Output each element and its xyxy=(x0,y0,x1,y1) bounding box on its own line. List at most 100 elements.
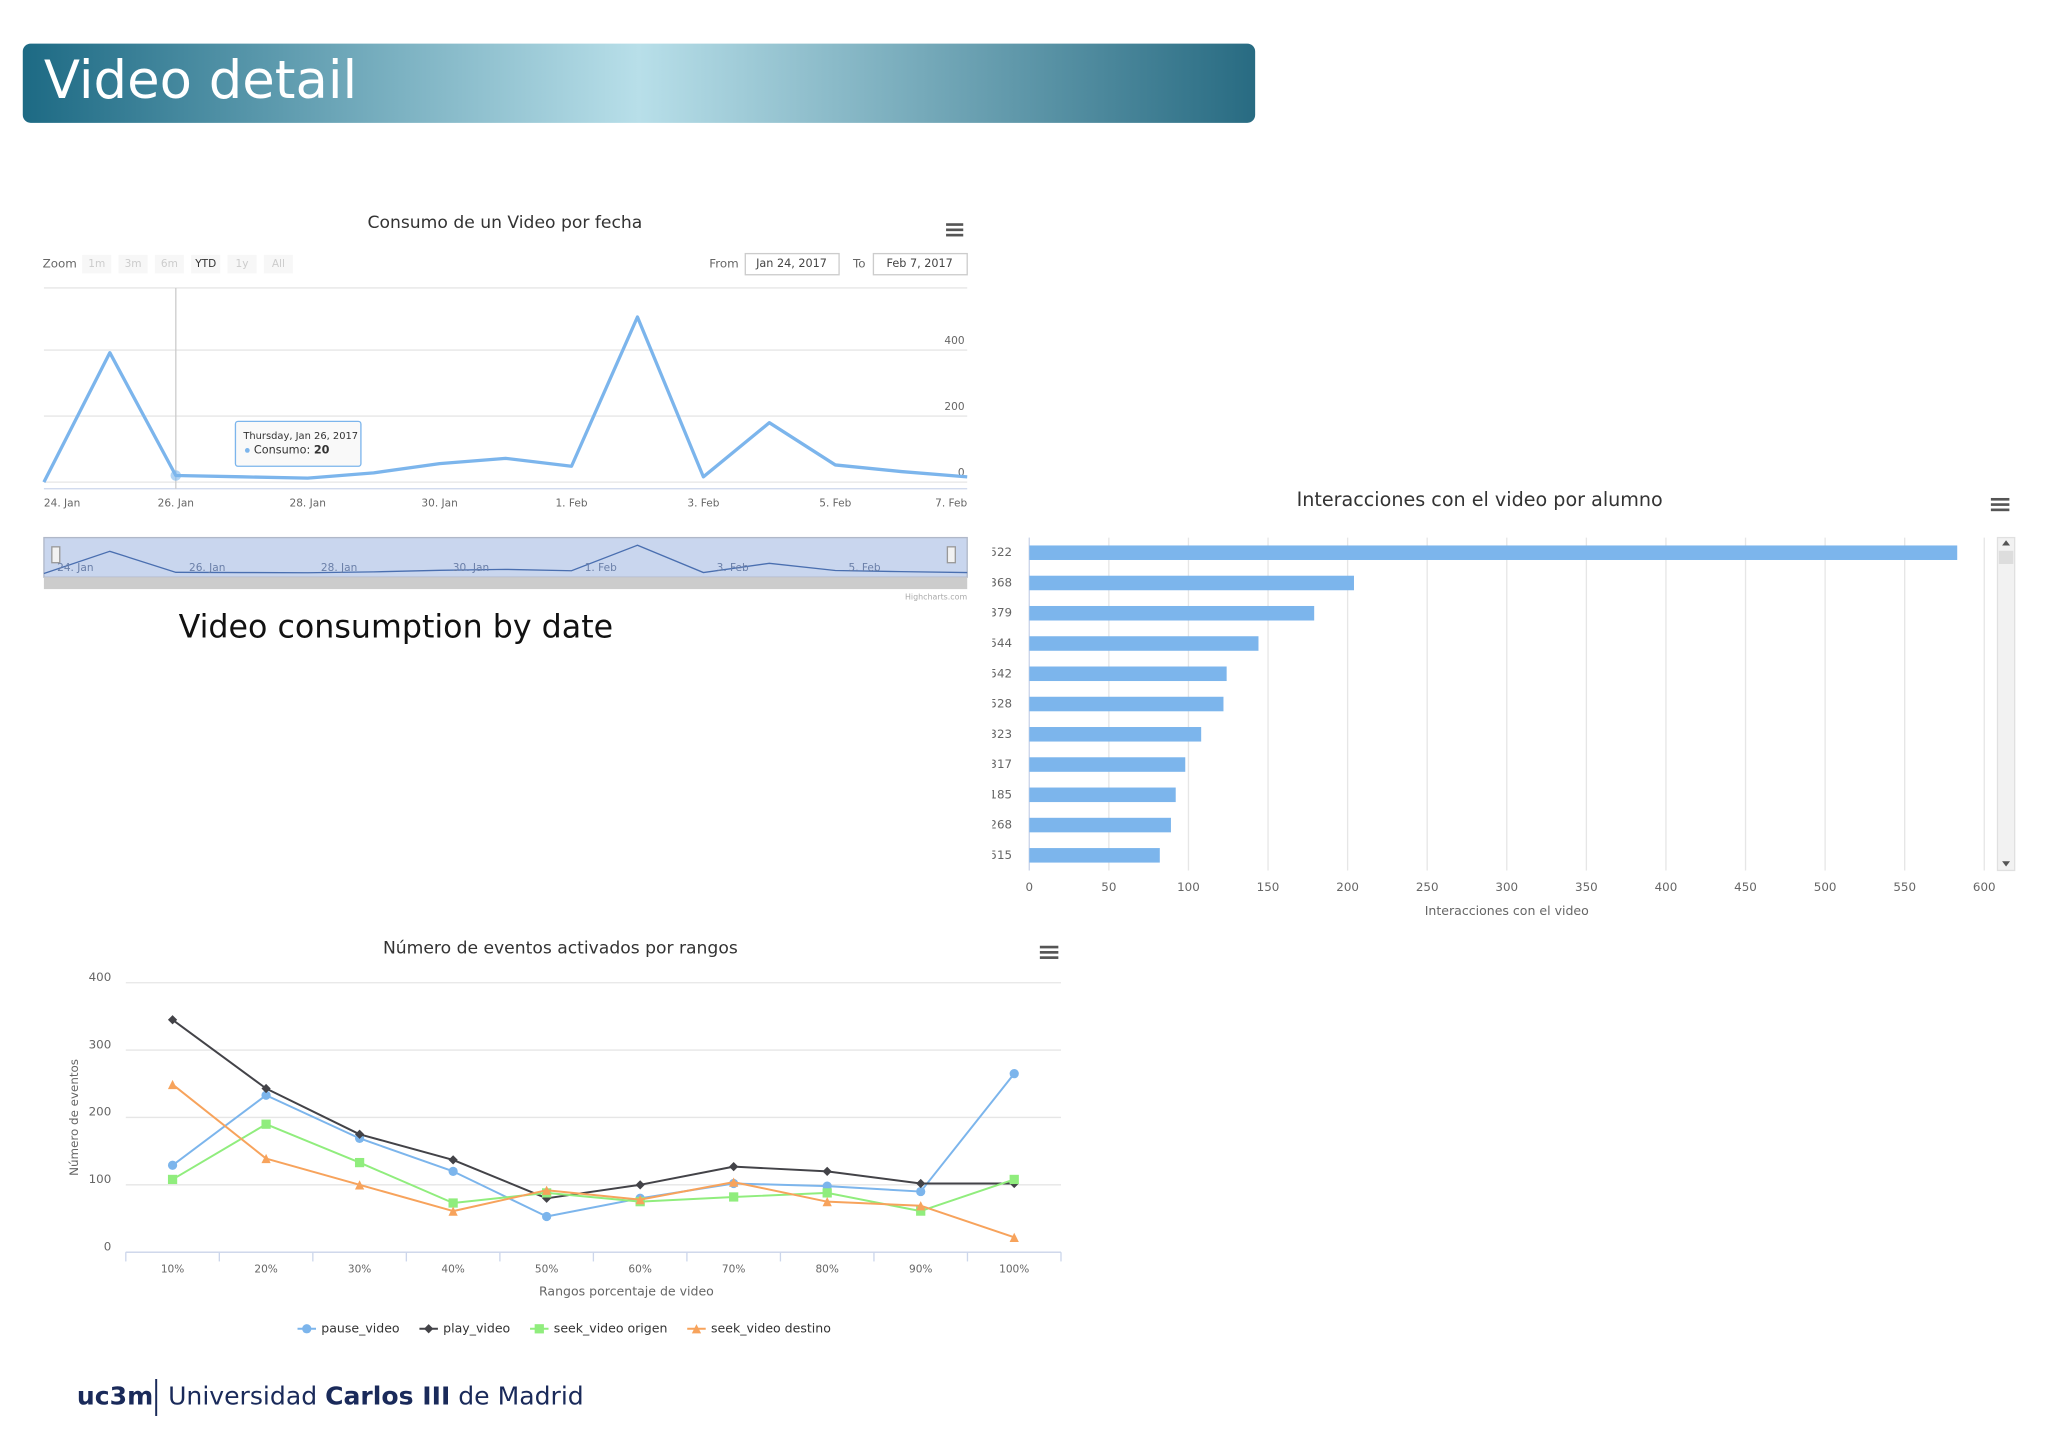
x-tick-label: 24. Jan xyxy=(44,497,80,509)
navigator-line xyxy=(43,544,968,575)
x-tick-label: 1. Feb xyxy=(555,497,587,509)
zoom-label: Zoom xyxy=(43,257,77,271)
tooltip-line: Consumo: 20 xyxy=(254,443,330,456)
tooltip-dot xyxy=(244,448,250,453)
zoom-button-label: 1y xyxy=(236,258,249,270)
bar xyxy=(1029,605,1315,621)
x-tick-label: 600 xyxy=(1973,880,1996,894)
chart-title: Número de eventos activados por rangos xyxy=(383,938,738,958)
x-tick-label: 5. Feb xyxy=(819,497,851,509)
bar xyxy=(1029,575,1354,591)
bar xyxy=(1029,666,1227,682)
bar xyxy=(1029,696,1224,712)
scroll-arrow[interactable] xyxy=(2002,540,2011,546)
point xyxy=(261,1090,271,1100)
range-from-label: From xyxy=(709,257,738,271)
y-tick-label: 0 xyxy=(104,1239,112,1253)
y-tick-label: 522 xyxy=(989,545,1012,559)
y-tick-label: 200 xyxy=(944,401,964,413)
point xyxy=(261,1119,271,1129)
navigator-bg xyxy=(43,536,968,578)
range-to-input[interactable] xyxy=(872,252,968,276)
x-tick-label: 150 xyxy=(1257,880,1280,894)
y-tick-label: 368 xyxy=(989,575,1012,589)
navigator-label: 5. Feb xyxy=(849,562,881,574)
bar xyxy=(1029,757,1186,772)
zoom-button-label: YTD xyxy=(194,258,216,270)
x-tick-label: 60% xyxy=(628,1263,651,1275)
legend-label[interactable]: pause_video xyxy=(321,1320,399,1335)
point xyxy=(167,1160,178,1170)
y-tick-label: 185 xyxy=(989,787,1012,801)
x-axis-title: Rangos porcentaje de video xyxy=(539,1283,714,1298)
point xyxy=(916,1201,926,1211)
point xyxy=(916,1206,926,1216)
zoom-button[interactable] xyxy=(263,254,293,274)
bar xyxy=(1029,848,1160,863)
hover-point xyxy=(170,470,182,481)
range-from-input[interactable] xyxy=(744,252,840,276)
zoom-button[interactable] xyxy=(154,254,184,274)
x-tick-label: 400 xyxy=(1655,880,1678,894)
zoom-button[interactable] xyxy=(118,254,148,274)
navigator-handle[interactable] xyxy=(51,546,61,564)
y-tick-label: 528 xyxy=(989,697,1012,711)
logo-name-end: de Madrid xyxy=(458,1381,583,1410)
y-tick-label: 515 xyxy=(989,848,1012,862)
navigator-label: 28. Jan xyxy=(321,562,357,574)
menu-icon[interactable] xyxy=(1039,945,1059,959)
y-tick-label: 100 xyxy=(89,1172,112,1186)
zoom-button[interactable] xyxy=(227,254,257,274)
range-to-label: To xyxy=(852,257,866,271)
x-tick-label: 250 xyxy=(1416,880,1439,894)
point xyxy=(916,1186,926,1197)
zoom-button[interactable] xyxy=(191,254,221,274)
zoom-button[interactable] xyxy=(82,254,112,274)
y-tick-label: 300 xyxy=(89,1037,112,1051)
legend-label[interactable]: play_video xyxy=(443,1320,510,1335)
tooltip-label: Consumo: xyxy=(254,443,310,456)
legend-label[interactable]: seek_video destino xyxy=(711,1320,831,1335)
point xyxy=(729,1177,739,1187)
category-labels: 522 368 379 544 542 528 323 317 185 268 515 xyxy=(989,545,1012,862)
series-line xyxy=(172,1123,1015,1213)
scrollbar[interactable] xyxy=(43,577,968,590)
point xyxy=(542,1211,552,1222)
bar xyxy=(1029,545,1958,560)
scrollbar-track[interactable] xyxy=(1996,536,2016,872)
chart-title: Interacciones con el video por alumno xyxy=(1297,488,1663,511)
x-tick-label: 3. Feb xyxy=(687,497,719,509)
menu-icon[interactable] xyxy=(946,223,964,237)
x-tick-label: 30% xyxy=(348,1263,371,1275)
y-tick-label: 400 xyxy=(944,335,964,347)
menu-icon[interactable] xyxy=(1990,497,2010,512)
range-from: Jan 24, 2017 xyxy=(755,257,827,270)
point xyxy=(261,1153,271,1164)
y-tick-label: 400 xyxy=(89,970,112,984)
y-tick-label: 379 xyxy=(989,606,1012,620)
navigator-handle[interactable] xyxy=(946,546,956,564)
point xyxy=(822,1197,832,1207)
chart-title: Consumo de un Video por fecha xyxy=(368,213,643,233)
x-tick-label: 550 xyxy=(1893,880,1916,894)
x-tick-label: 50% xyxy=(535,1263,558,1275)
point xyxy=(448,1166,458,1176)
x-tick-label: 300 xyxy=(1495,880,1518,894)
series-line xyxy=(42,315,968,483)
logo-name-start: Universidad xyxy=(168,1381,317,1410)
x-tick-label: 350 xyxy=(1575,880,1598,894)
point xyxy=(822,1166,832,1176)
logo-short: uc3m xyxy=(77,1381,153,1410)
navigator-label: 24. Jan xyxy=(57,562,93,574)
point xyxy=(448,1206,458,1216)
scroll-arrow[interactable] xyxy=(2002,861,2011,867)
y-tick-label: 317 xyxy=(989,757,1012,771)
x-tick-label: 26. Jan xyxy=(158,497,194,509)
legend-label[interactable]: seek_video origen xyxy=(554,1320,668,1335)
series-line xyxy=(171,1073,1016,1218)
scrollbar-thumb[interactable] xyxy=(1998,550,2014,565)
x-tick-label: 200 xyxy=(1336,880,1359,894)
point xyxy=(1009,1232,1019,1242)
x-axis-title: Interacciones con el video xyxy=(1425,903,1589,918)
tooltip-value: 20 xyxy=(314,443,330,456)
